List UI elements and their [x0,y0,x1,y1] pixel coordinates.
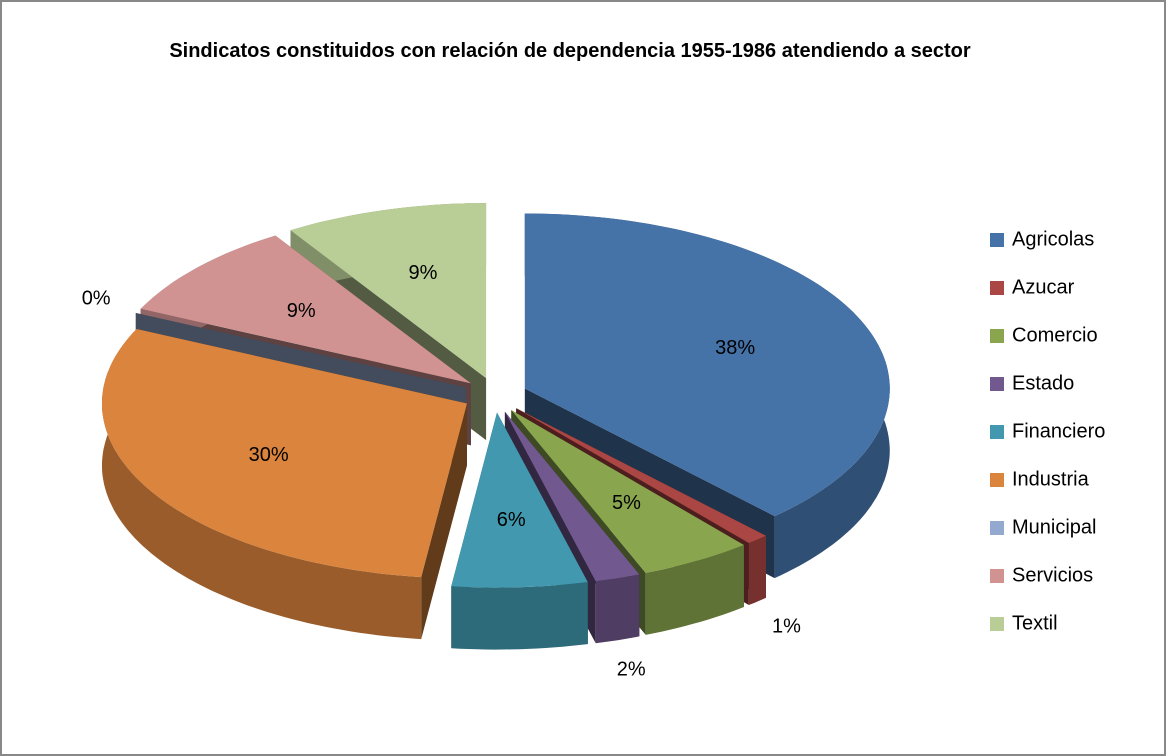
slice-side [748,535,766,605]
legend-label: Comercio [1012,324,1098,346]
slice-side [595,574,640,644]
legend-swatch [990,617,1004,631]
slice [140,235,471,384]
data-label: 1% [772,616,801,638]
legend-label: Industria [1012,468,1090,490]
slice [516,408,766,543]
chart-title: Sindicatos constituidos con relación de … [169,40,971,62]
legend-label: Agricolas [1012,228,1094,250]
legend: Agricolas Azucar Comercio Estado Financiero I… [990,228,1105,634]
data-label: 38% [715,337,755,359]
data-label: 9% [287,300,316,322]
legend-label: Servicios [1012,564,1093,586]
slice [290,203,487,379]
legend-swatch [990,233,1004,247]
slice-side [451,582,588,650]
data-label: 6% [497,509,526,531]
data-label: 9% [408,262,437,284]
pie: 9% 9% 0% 38% 30% 1% 5% 2% 6% [82,203,890,680]
legend-swatch [990,281,1004,295]
legend-swatch [990,329,1004,343]
data-label: 5% [612,492,641,514]
slice [511,410,744,573]
legend-label: Estado [1012,372,1074,394]
slice-group [451,412,588,650]
data-label: 0% [82,287,111,309]
legend-swatch [990,425,1004,439]
legend-swatch [990,377,1004,391]
legend-swatch [990,521,1004,535]
slice-side [645,545,744,635]
legend-label: Financiero [1012,420,1105,442]
slice [451,412,588,588]
legend-swatch [990,473,1004,487]
slice-group [102,329,467,640]
legend-label: Municipal [1012,516,1096,538]
slice-side [102,329,422,640]
slice [524,213,890,517]
legend-label: Azucar [1012,276,1075,298]
data-label: 2% [617,658,646,680]
data-label: 30% [249,444,289,466]
slice [504,411,640,582]
legend-swatch [990,569,1004,583]
slice [135,313,467,388]
slice [102,329,467,578]
legend-label: Textil [1012,612,1058,634]
